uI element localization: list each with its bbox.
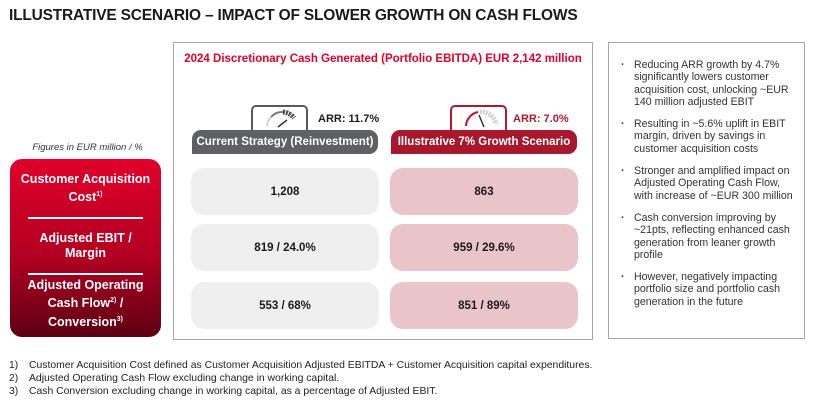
row-label-panel: Customer Acquisition Cost1) Adjusted EBI… [10,159,161,337]
footnote-text: Customer Acquisition Cost defined as Cus… [29,360,593,371]
bullet-text: However, negatively impacting portfolio … [634,271,781,308]
bullet-icon: · [621,165,625,178]
row-label-text: Adjusted Operating Cash Flow [27,278,144,311]
footnote-ref: 3) [116,315,123,323]
value-cell: 959 / 29.6% [390,224,578,271]
bullet-icon: · [621,118,625,131]
bullet-item: · Cash conversion improving by ~21pts, re… [621,212,794,261]
bullet-text: Cash conversion improving by ~21pts, ref… [634,211,790,261]
value-cell: 553 / 68% [191,282,379,329]
footnote-text: Adjusted Operating Cash Flow excluding c… [29,372,340,384]
divider [28,273,143,275]
comparison-panel: 2024 Discretionary Cash Generated (Portf… [173,42,593,340]
figures-note: Figures in EUR million / % [32,142,143,153]
bullet-text: Resulting in ~5.6% uplift in EBIT margin… [634,118,786,155]
arr-current: ARR: 11.7% [318,113,380,125]
footnote: 2) Adjusted Operating Cash Flow excluding… [9,373,592,386]
footnote-number: 3) [9,385,19,397]
row-label-operating-cash-flow: Adjusted Operating Cash Flow2) / Convers… [10,278,161,329]
footnote-number: 2) [9,372,19,384]
tab-current-strategy: Current Strategy (Reinvestment) [192,130,378,154]
bullet-icon: · [621,211,625,224]
row-label-text: Customer Acquisition Cost [20,172,151,205]
footnote-ref: 2) [110,297,117,305]
gauge-box-illustrative [450,105,507,130]
footnote: 3) Cash Conversion excluding change in wo… [9,386,592,399]
value-cell: 863 [390,168,578,215]
footnotes: 1) Customer Acquisition Cost defined as C… [9,360,592,398]
row-label-customer-acquisition-cost: Customer Acquisition Cost1) [10,167,161,211]
speedometer-high-icon [266,109,297,128]
bullet-text: Stronger and amplified impact on Adjuste… [634,165,793,202]
bullet-item: · Stronger and amplified impact on Adjust… [621,165,794,202]
bullet-text: Reducing ARR growth by 4.7% significantl… [634,59,789,108]
row-label-text: / Conversion [48,296,124,329]
headline: 2024 Discretionary Cash Generated (Portf… [184,53,582,65]
key-takeaways-panel: · Reducing ARR growth by 4.7% significant… [608,42,805,339]
bullet-icon: · [621,59,625,71]
footnote-number: 1) [9,360,19,371]
footnote: 1) Customer Acquisition Cost defined as C… [9,360,592,373]
bullet-icon: · [621,271,625,284]
tab-illustrative-scenario: Illustrative 7% Growth Scenario [391,130,577,154]
value-cell: 819 / 24.0% [191,224,379,271]
footnote-text: Cash Conversion excluding change in work… [29,385,438,397]
row-label-text: Adjusted EBIT / Margin [39,231,132,260]
row-label-adjusted-ebit: Adjusted EBIT / Margin [10,224,161,268]
speedometer-low-icon [465,109,499,128]
gauge-box-current [251,105,308,130]
bullet-item: · However, negatively impacting portfolio… [621,271,794,308]
footnote-ref: 1) [96,191,103,199]
arr-illustrative: ARR: 7.0% [513,113,569,125]
divider [28,217,143,219]
page-title: ILLUSTRATIVE SCENARIO – IMPACT OF SLOWER… [9,7,578,24]
bullet-item: · Resulting in ~5.6% uplift in EBIT margi… [621,118,794,155]
value-cell: 1,208 [191,168,379,215]
bullet-item: · Reducing ARR growth by 4.7% significant… [621,59,794,108]
value-cell: 851 / 89% [390,282,578,329]
